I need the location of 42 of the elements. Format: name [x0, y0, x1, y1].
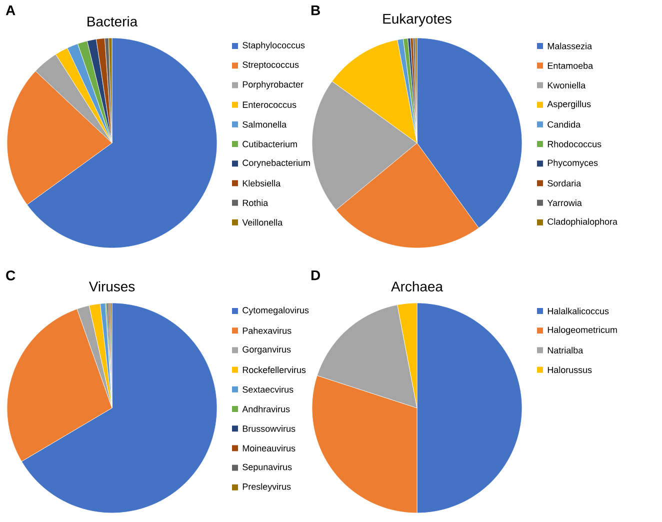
legend-label: Aspergillus	[547, 100, 591, 109]
chart-title: Eukaryotes	[383, 13, 452, 26]
chart-title: Bacteria	[88, 16, 138, 26]
legend-label: Halorussus	[548, 366, 592, 374]
legend-label: Presleyvirus	[242, 483, 291, 492]
legend-label: Staphylococcus	[242, 42, 305, 50]
legend-label: Corynebacterium	[242, 159, 310, 168]
legend-label: Malassezia	[548, 42, 592, 50]
legend-label: Rothia	[242, 199, 268, 206]
legend-label: Cytomegalovirus	[242, 306, 309, 316]
legend-label: Entamoeba	[548, 62, 594, 69]
legend-label: Pahexavirus	[242, 327, 292, 334]
text: B	[311, 6, 320, 16]
legend-label: Moineauvirus	[242, 444, 296, 452]
chart-title: Viruses	[88, 281, 135, 292]
legend-label: Klebsiella	[242, 180, 281, 186]
legend-label: Natrialba	[548, 346, 584, 354]
text: C	[6, 270, 16, 280]
legend-label: Phycomyces	[548, 159, 598, 168]
legend-label: Porphyrobacter	[242, 81, 304, 90]
legend-label: Kwoniella	[548, 82, 586, 88]
legend-label: Sextaecvirus	[242, 386, 294, 393]
legend-label: Sordaria	[548, 180, 582, 186]
legend-label: Andhravirus	[242, 406, 290, 412]
legend-label: Rockefellervirus	[242, 366, 306, 374]
legend-label: Cutibacterium	[242, 140, 297, 148]
legend-label: Enterococcus	[242, 102, 296, 108]
legend-label: Salmonella	[242, 121, 287, 128]
legend-label: Cladophialophora	[548, 218, 618, 227]
text: A	[6, 6, 16, 16]
legend-label: Streptococcus	[242, 62, 299, 70]
legend-label: Sepunavirus	[242, 464, 292, 472]
legend-label: Brussowvirus	[242, 425, 296, 432]
legend-label: Yarrowia	[547, 199, 582, 206]
text: D	[311, 270, 320, 280]
chart-title: Archaea	[391, 281, 443, 292]
legend-label: Gorganvirus	[242, 346, 291, 354]
legend-label: Veillonella	[242, 219, 283, 226]
legend-label: Halalkalicoccus	[548, 308, 609, 314]
legend-label: Rhodococcus	[548, 140, 602, 148]
legend-label: Halogeometricum	[548, 326, 617, 335]
legend-label: Candida	[548, 121, 581, 128]
